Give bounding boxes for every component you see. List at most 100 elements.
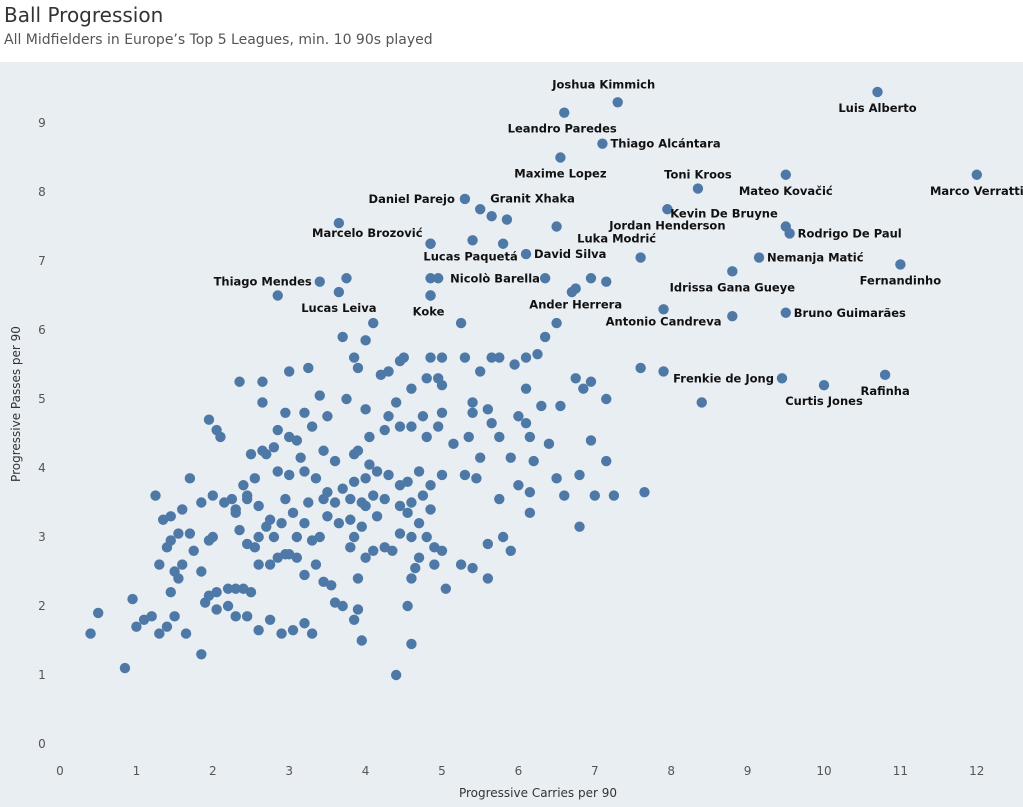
data-point[interactable] [574,521,585,532]
data-point[interactable] [196,497,207,508]
data-point[interactable] [272,424,283,436]
data-point[interactable] [585,435,597,446]
data-point[interactable] [352,573,364,584]
data-point[interactable] [280,549,291,560]
data-point[interactable] [467,562,478,574]
data-point[interactable] [455,317,467,329]
data-point[interactable] [425,352,436,363]
data-point[interactable] [352,445,364,456]
data-point[interactable] [520,352,532,363]
data-point[interactable] [429,559,440,570]
data-point[interactable] [482,573,494,584]
data-point[interactable] [436,407,448,418]
data-point[interactable] [169,611,180,622]
data-point[interactable] [601,276,612,287]
data-point[interactable] [253,624,264,636]
labeled-data-point[interactable] [333,286,345,298]
data-point[interactable] [93,607,104,619]
data-point[interactable] [341,273,352,284]
data-point[interactable] [287,624,299,636]
data-point[interactable] [230,507,241,519]
data-point[interactable] [348,614,360,625]
labeled-data-point[interactable] [432,273,444,284]
data-point[interactable] [234,524,245,536]
data-point[interactable] [601,393,612,405]
data-point[interactable] [402,507,413,519]
data-point[interactable] [165,587,176,598]
data-point[interactable] [371,511,383,522]
data-point[interactable] [299,407,310,418]
data-point[interactable] [410,562,421,574]
labeled-data-point[interactable] [780,169,791,180]
data-point[interactable] [459,469,471,481]
labeled-data-point[interactable] [818,380,830,391]
data-point[interactable] [245,449,257,460]
data-point[interactable] [394,355,406,367]
data-point[interactable] [348,352,360,363]
data-point[interactable] [486,352,497,363]
data-point[interactable] [345,493,356,505]
data-point[interactable] [520,417,532,429]
data-point[interactable] [455,559,467,570]
data-point[interactable] [314,390,325,401]
data-point[interactable] [727,311,738,322]
data-point[interactable] [230,611,241,622]
data-point[interactable] [379,493,390,505]
data-point[interactable] [390,397,402,408]
data-point[interactable] [215,431,226,443]
data-point[interactable] [345,542,356,553]
data-point[interactable] [585,273,597,284]
labeled-data-point[interactable] [425,290,436,301]
labeled-data-point[interactable] [475,204,486,215]
data-point[interactable] [421,373,432,384]
data-point[interactable] [261,449,272,460]
data-point[interactable] [268,531,280,543]
labeled-data-point[interactable] [555,152,566,163]
data-point[interactable] [211,604,222,615]
data-point[interactable] [341,393,352,405]
data-point[interactable] [360,473,371,484]
labeled-data-point[interactable] [635,252,646,263]
data-point[interactable] [368,545,379,556]
data-point[interactable] [475,452,486,463]
data-point[interactable] [471,473,482,484]
data-point[interactable] [85,628,96,639]
data-point[interactable] [299,569,310,581]
data-point[interactable] [432,373,444,384]
data-point[interactable] [394,528,406,539]
data-point[interactable] [173,573,184,584]
data-point[interactable] [413,466,425,477]
data-point[interactable] [524,431,536,443]
data-point[interactable] [524,507,536,519]
data-point[interactable] [635,362,646,374]
data-point[interactable] [383,469,394,481]
data-point[interactable] [276,628,287,639]
data-point[interactable] [345,514,356,525]
data-point[interactable] [494,431,505,443]
data-point[interactable] [241,490,253,501]
data-point[interactable] [578,383,589,394]
data-point[interactable] [501,214,513,225]
data-point[interactable] [390,669,402,681]
data-point[interactable] [299,518,310,529]
data-point[interactable] [291,435,303,446]
labeled-data-point[interactable] [467,235,478,246]
data-point[interactable] [322,411,333,422]
data-point[interactable] [226,493,238,505]
data-point[interactable] [333,217,345,229]
data-point[interactable] [539,273,551,284]
data-point[interactable] [184,473,196,484]
data-point[interactable] [303,362,314,374]
data-point[interactable] [264,559,276,570]
data-point[interactable] [413,552,425,563]
data-point[interactable] [574,469,585,481]
labeled-data-point[interactable] [314,276,325,287]
data-point[interactable] [306,535,318,546]
data-point[interactable] [394,421,406,432]
data-point[interactable] [585,376,597,387]
data-point[interactable] [138,614,150,625]
data-point[interactable] [127,593,138,605]
labeled-data-point[interactable] [692,183,704,194]
data-point[interactable] [360,335,371,346]
data-point[interactable] [306,421,318,432]
